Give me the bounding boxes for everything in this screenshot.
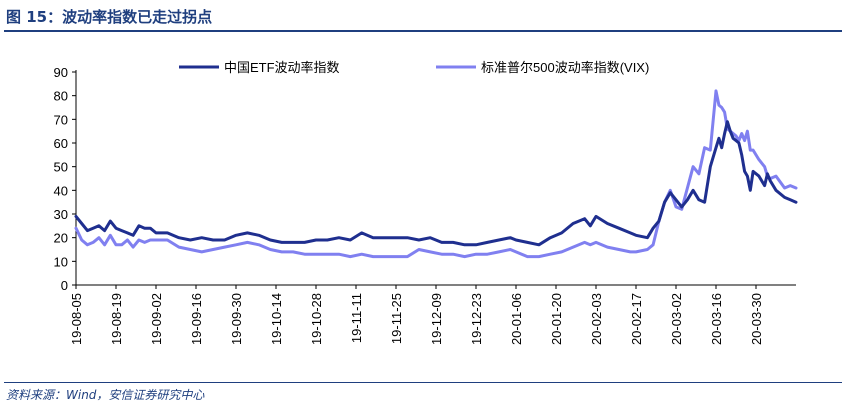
x-tick-label: 19-11-11 <box>349 293 364 343</box>
x-tick-label: 19-09-02 <box>149 293 164 345</box>
y-tick-label: 50 <box>54 160 68 175</box>
x-tick-label: 20-03-02 <box>669 293 684 345</box>
y-tick-label: 40 <box>54 183 68 198</box>
y-tick-label: 10 <box>54 254 68 269</box>
x-tick-label: 19-09-16 <box>189 293 204 345</box>
x-tick-label: 20-03-16 <box>709 293 724 345</box>
y-tick-label: 90 <box>54 65 68 80</box>
legend-label: 中国ETF波动率指数 <box>224 60 340 75</box>
x-tick-label: 20-03-30 <box>749 293 764 345</box>
x-tick-label: 19-11-25 <box>389 293 404 344</box>
x-tick-label: 20-02-03 <box>589 293 604 345</box>
x-tick-label: 19-10-14 <box>269 293 284 345</box>
legend-item-vix: 标准普尔500波动率指数(VIX) <box>436 60 649 75</box>
series-line-etf-volatility <box>74 120 798 247</box>
x-tick-label: 20-01-20 <box>549 293 564 345</box>
y-tick-label: 30 <box>54 207 68 222</box>
series-line-vix <box>74 89 798 259</box>
y-tick-label: 60 <box>54 136 68 151</box>
figure-title: 图 15：波动率指数已走过拐点 <box>6 8 213 26</box>
figure-title-bar: 图 15：波动率指数已走过拐点 <box>4 4 842 32</box>
source-bar: 资料来源：Wind，安信证券研究中心 <box>4 382 842 406</box>
x-tick-label: 19-09-30 <box>229 293 244 345</box>
y-tick-label: 80 <box>54 89 68 104</box>
source-note: 资料来源：Wind，安信证券研究中心 <box>6 388 205 402</box>
x-tick-label: 19-10-28 <box>309 293 324 345</box>
legend-label: 标准普尔500波动率指数(VIX) <box>481 60 649 75</box>
x-tick-label: 20-02-17 <box>629 293 644 345</box>
x-tick-label: 19-12-09 <box>429 293 444 345</box>
legend-item-etf: 中国ETF波动率指数 <box>179 60 340 75</box>
x-tick-label: 19-08-19 <box>109 293 124 345</box>
y-tick-label: 0 <box>61 278 68 293</box>
y-tick-label: 20 <box>54 231 68 246</box>
x-tick-label: 20-01-06 <box>509 293 524 345</box>
x-tick-label: 19-12-23 <box>469 293 484 345</box>
y-tick-label: 70 <box>54 112 68 127</box>
x-tick-label: 19-08-05 <box>69 293 84 345</box>
